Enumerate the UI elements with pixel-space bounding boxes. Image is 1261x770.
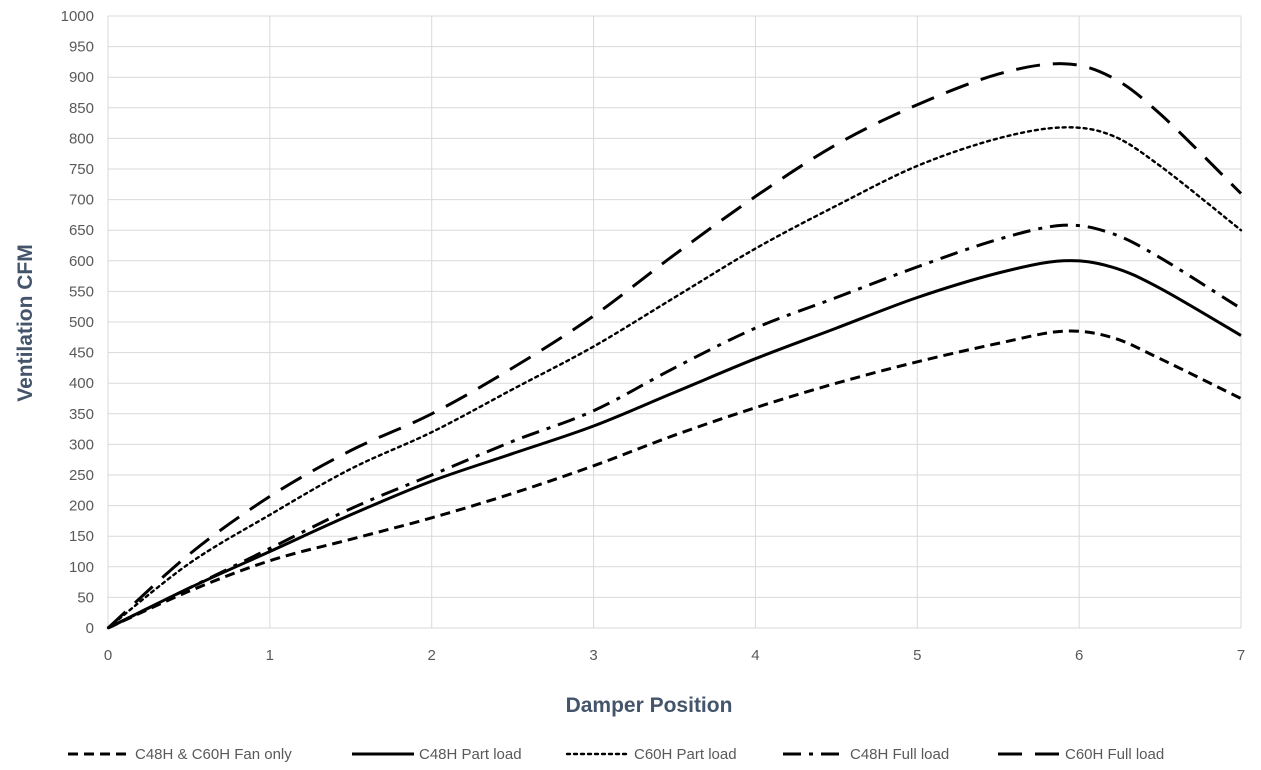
y-tick-label: 550: [69, 283, 94, 300]
y-tick-label: 700: [69, 192, 94, 209]
x-tick-label: 2: [428, 647, 436, 664]
x-tick-label: 3: [589, 647, 597, 664]
y-tick-label: 150: [69, 528, 94, 545]
x-axis-ticks: 0 1 2 3 4 5 6 7: [104, 647, 1245, 664]
y-tick-label: 200: [69, 498, 94, 515]
x-tick-label: 5: [913, 647, 921, 664]
x-tick-label: 1: [266, 647, 274, 664]
y-tick-label: 50: [77, 589, 94, 606]
y-tick-label: 500: [69, 314, 94, 331]
legend-label: C60H Part load: [634, 746, 737, 763]
series-line-4: [107, 223, 1242, 630]
y-tick-label: 750: [69, 161, 94, 178]
y-tick-label: 400: [69, 375, 94, 392]
series-lines: [106, 62, 1243, 630]
legend-label: C48H Part load: [419, 746, 522, 763]
series-line-3: [106, 126, 1243, 630]
series-line-1: [107, 329, 1242, 630]
series-line-2: [107, 259, 1242, 630]
y-tick-label: 650: [69, 222, 94, 239]
y-tick-label: 350: [69, 406, 94, 423]
x-tick-label: 6: [1075, 647, 1083, 664]
y-axis-title: Ventilation CFM: [14, 244, 37, 402]
x-tick-label: 7: [1237, 647, 1245, 664]
y-tick-label: 100: [69, 559, 94, 576]
x-tick-label: 0: [104, 647, 112, 664]
y-tick-label: 450: [69, 345, 94, 362]
y-tick-label: 600: [69, 253, 94, 270]
y-tick-label: 850: [69, 100, 94, 117]
series-line-5: [106, 62, 1243, 630]
legend-label: C48H Full load: [850, 746, 949, 763]
y-tick-label: 1000: [61, 8, 94, 25]
x-axis-title: Damper Position: [566, 694, 733, 717]
legend: C48H & C60H Fan only C48H Part load C60H P…: [68, 746, 1164, 763]
gridlines: [107, 15, 1242, 629]
y-tick-label: 800: [69, 130, 94, 147]
y-tick-label: 0: [86, 620, 94, 637]
y-tick-label: 950: [69, 39, 94, 56]
x-tick-label: 4: [751, 647, 759, 664]
y-tick-label: 300: [69, 436, 94, 453]
legend-label: C48H & C60H Fan only: [135, 746, 292, 763]
y-tick-label: 250: [69, 467, 94, 484]
y-axis-ticks: 0 50 100 150 200 250 300 350 400 450 500 550 600 650 7…: [61, 8, 94, 637]
y-tick-label: 900: [69, 69, 94, 86]
legend-label: C60H Full load: [1065, 746, 1164, 763]
